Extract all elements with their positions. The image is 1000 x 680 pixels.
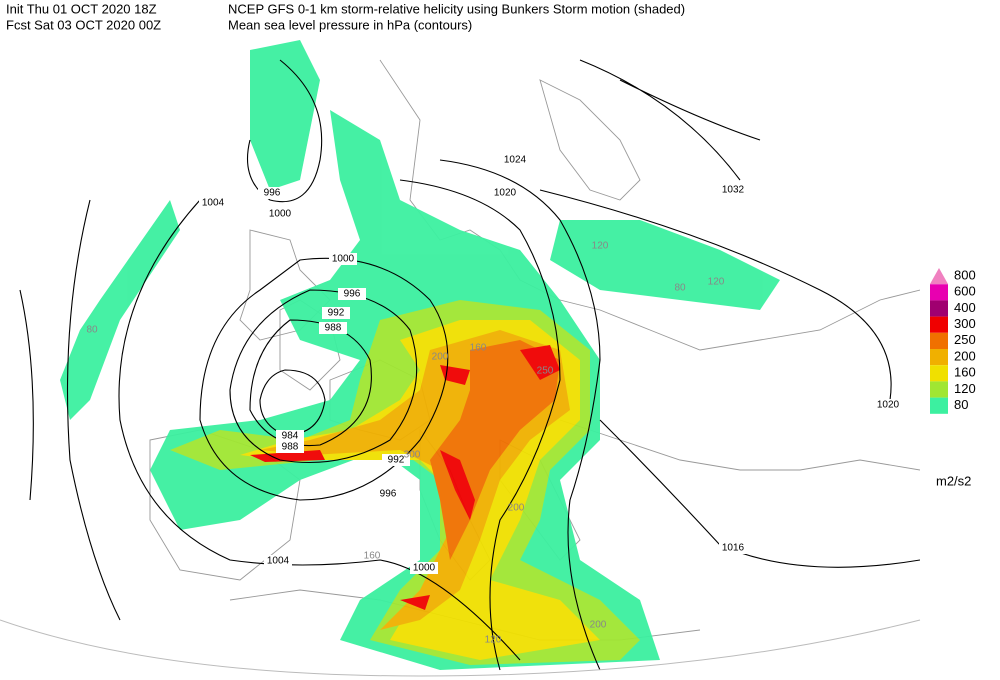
helicity-label: 200 xyxy=(590,620,607,631)
isobar-label: 992 xyxy=(328,308,345,319)
helicity-label: 160 xyxy=(364,551,381,562)
helicity-shading xyxy=(60,40,780,670)
legend-label: 80 xyxy=(954,397,968,412)
isobar-label: 1016 xyxy=(722,543,745,554)
label-bg xyxy=(264,555,292,567)
isobar-label: 996 xyxy=(344,289,361,300)
label-bg xyxy=(276,441,304,453)
map-body: 1032 1024 1020 1020 1016 1004 1004 1000 1000 1000… xyxy=(19,40,920,671)
isobar-label: 996 xyxy=(380,489,397,500)
label-bg xyxy=(874,399,902,411)
helicity-label: 200 xyxy=(508,503,525,514)
map-border xyxy=(0,619,921,677)
label-bg xyxy=(719,542,747,554)
label-bg xyxy=(319,322,347,334)
isobar-label: 984 xyxy=(282,431,299,442)
legend-swatch xyxy=(930,397,948,414)
legend-swatch xyxy=(930,381,948,398)
legend-label: 300 xyxy=(954,316,976,331)
isobar-label: 1000 xyxy=(413,563,436,574)
helicity-label: 120 xyxy=(708,277,725,288)
helicity-label: 160 xyxy=(470,343,487,354)
label-bg xyxy=(266,208,294,220)
legend-swatch xyxy=(930,349,948,366)
isobar-label: 996 xyxy=(264,188,281,199)
helicity-label: 200 xyxy=(432,352,449,363)
helicity-label: 80 xyxy=(86,325,98,336)
isobar-label: 1000 xyxy=(269,209,292,220)
legend-swatch xyxy=(930,365,948,382)
label-bg xyxy=(501,154,529,166)
legend-swatch xyxy=(930,284,948,301)
label-bg xyxy=(338,288,366,300)
label-bg xyxy=(199,197,227,209)
isobar-label: 1020 xyxy=(494,188,517,199)
helicity-label: 250 xyxy=(537,366,554,377)
label-bg xyxy=(491,187,519,199)
init-time: Init Thu 01 OCT 2020 18Z xyxy=(6,1,157,16)
label-bg xyxy=(719,184,747,196)
isobar-label: 1004 xyxy=(267,556,290,567)
isobar-label: 1004 xyxy=(202,198,225,209)
helicity-label: 120 xyxy=(485,635,502,646)
legend-swatch xyxy=(930,332,948,349)
forecast-time: Fcst Sat 03 OCT 2020 00Z xyxy=(6,17,161,32)
legend-label: 160 xyxy=(954,365,976,380)
label-bg xyxy=(382,454,410,466)
subtitle: Mean sea level pressure in hPa (contours… xyxy=(228,17,472,32)
legend-label: 120 xyxy=(954,381,976,396)
map-labels: 1032 1024 1020 1020 1016 1004 1004 1000 1000 1000… xyxy=(86,154,902,646)
legend-label: 600 xyxy=(954,284,976,299)
legend-label: 800 xyxy=(954,267,976,282)
label-bg xyxy=(258,187,286,199)
legend-label: 250 xyxy=(954,332,976,347)
isobar-label: 1032 xyxy=(722,185,745,196)
legend-unit: m2/s2 xyxy=(936,473,971,488)
label-bg xyxy=(329,253,357,265)
isobar-label: 988 xyxy=(282,442,299,453)
label-bg xyxy=(276,430,304,442)
isobar-label: 1020 xyxy=(877,400,900,411)
legend-label: 400 xyxy=(954,300,976,315)
helicity-label: 80 xyxy=(674,283,686,294)
label-bg xyxy=(374,488,402,500)
isobar-label: 1000 xyxy=(332,254,355,265)
legend-label: 200 xyxy=(954,348,976,363)
helicity-label: 300 xyxy=(404,450,421,461)
legend-swatch xyxy=(930,300,948,317)
helicity-label: 120 xyxy=(592,241,609,252)
legend-arrow xyxy=(930,268,948,284)
label-bg xyxy=(322,307,350,319)
isobar-label: 988 xyxy=(325,323,342,334)
isobar-label: 992 xyxy=(388,455,405,466)
isobar-label: 1024 xyxy=(504,155,527,166)
title: NCEP GFS 0-1 km storm-relative helicity … xyxy=(228,1,685,16)
legend-swatch xyxy=(930,316,948,333)
label-bg xyxy=(410,562,438,574)
